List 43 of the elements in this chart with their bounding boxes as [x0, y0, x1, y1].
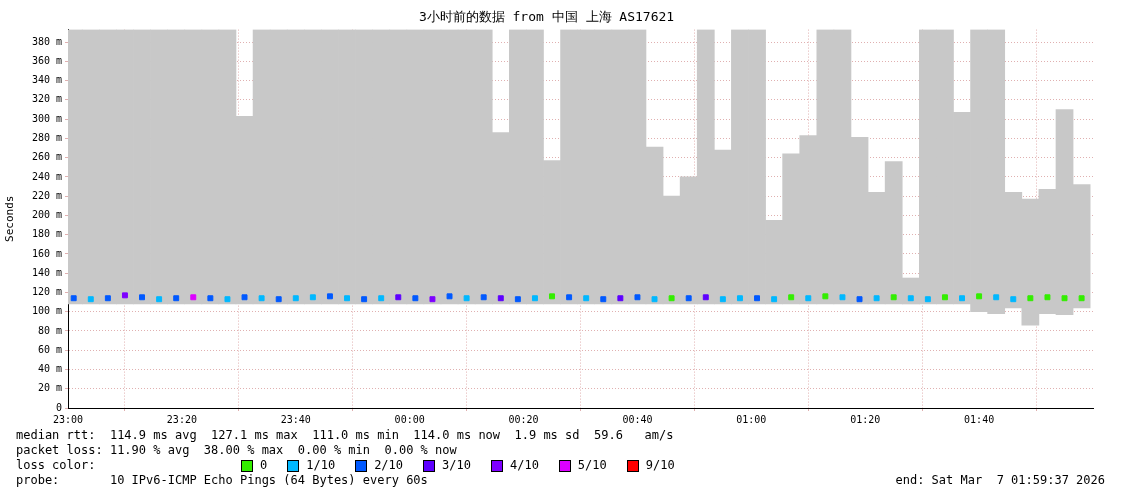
- y-tick-label: 60 m: [37, 343, 62, 355]
- x-tick-label: 01:00: [736, 413, 767, 425]
- y-tick-label: 200 m: [31, 209, 62, 221]
- y-tick-label: 300 m: [31, 112, 62, 124]
- legend-label: 3/10: [442, 458, 471, 473]
- y-tick-label: 20 m: [37, 382, 62, 394]
- x-tick-label: 23:20: [166, 413, 197, 425]
- legend-label: 5/10: [577, 458, 607, 473]
- y-tick-label: 120 m: [31, 286, 62, 298]
- y-tick-label: 380 m: [31, 35, 62, 47]
- legend-label: 1/10: [306, 458, 336, 473]
- x-tick-label: 01:40: [964, 413, 995, 425]
- y-tick-label: 160 m: [31, 247, 62, 259]
- y-tick-label: 180 m: [31, 228, 62, 240]
- y-tick-label: 0: [55, 401, 62, 413]
- y-axis-title: Seconds: [3, 195, 17, 242]
- x-tick-label: 00:00: [394, 413, 425, 425]
- y-tick-label: 100 m: [31, 305, 62, 317]
- text: median rtt: 114.9 ms avg 127.1 ms max 111.0 ms min 114.0 ms now 1.9 ms sd 59.6 am/s: [16, 428, 675, 443]
- legend-label: 4/10: [509, 458, 539, 473]
- x-tick-label: 23:00: [52, 413, 84, 425]
- y-tick-label: 80 m: [37, 324, 62, 336]
- legend-label: 2/10: [374, 458, 404, 473]
- legend-label: 9/10: [645, 458, 675, 473]
- x-tick-label: 00:40: [622, 413, 653, 425]
- text: probe: 10 IPv6-ICMP Echo Pings (64 Bytes) every 60s: [16, 473, 428, 488]
- y-tick-label: 220 m: [31, 189, 62, 201]
- y-tick-label: 240 m: [31, 170, 62, 182]
- chart-title: 3小时前的数据 from 中国 上海 AS17621: [418, 9, 675, 25]
- legend-title: loss color:: [16, 458, 97, 473]
- y-tick-label: 260 m: [31, 151, 62, 163]
- text: end: Sat Mar 7 01:59:37 2026: [895, 473, 1105, 488]
- x-tick-label: 23:40: [280, 413, 311, 425]
- y-tick-label: 320 m: [31, 93, 62, 105]
- x-tick-label: 01:20: [850, 413, 881, 425]
- y-tick-label: 40 m: [37, 363, 62, 375]
- x-tick-label: 00:20: [508, 413, 539, 425]
- legend-label: 0: [260, 458, 268, 473]
- y-tick-label: 360 m: [31, 54, 62, 66]
- text: packet loss: 11.90 % avg 38.00 % max 0.00 % min 0.00 % now: [16, 443, 458, 458]
- y-tick-label: 280 m: [31, 132, 62, 143]
- y-tick-label: 340 m: [31, 74, 62, 86]
- y-tick-label: 140 m: [31, 266, 62, 278]
